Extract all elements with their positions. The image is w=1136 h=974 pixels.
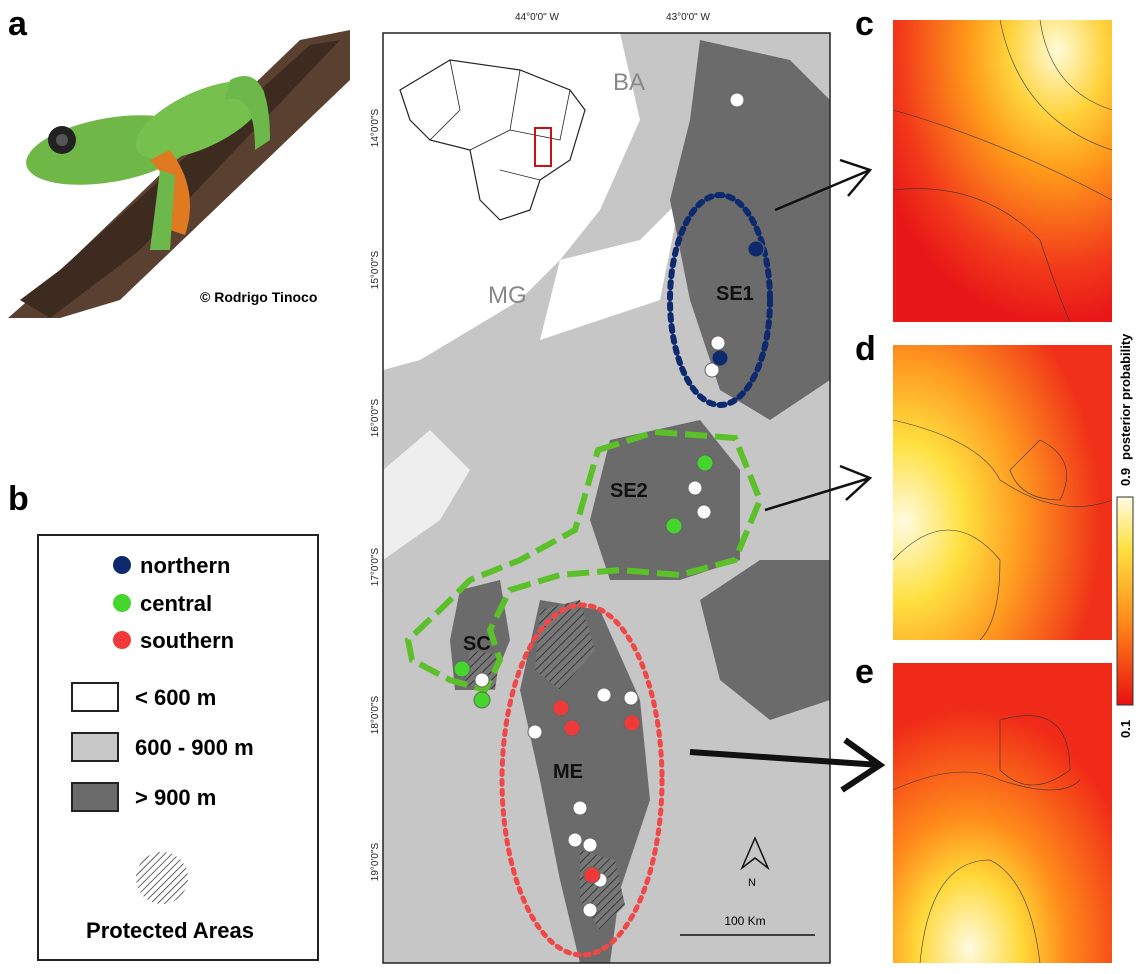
lat-label: 17°0'0"S: [370, 547, 381, 586]
colorbar: [1117, 497, 1133, 705]
legend-label: southern: [140, 628, 234, 653]
legend-swatch: [113, 556, 131, 574]
legend-label: 600 - 900 m: [135, 735, 254, 760]
region-label: SC: [463, 633, 491, 655]
probability-map: [893, 20, 1112, 322]
panel-label: a: [8, 5, 28, 43]
legend-swatch: [72, 683, 118, 711]
state-label: BA: [613, 69, 645, 96]
panel-label: c: [855, 5, 874, 43]
north-label: N: [748, 877, 756, 889]
colorbar-min: 0.1: [1118, 720, 1133, 738]
legend-swatch: [72, 733, 118, 761]
panel-label: e: [855, 653, 874, 691]
region-label: ME: [553, 761, 583, 783]
colorbar-title: posterior probability: [1118, 333, 1133, 460]
panel-label: d: [855, 330, 876, 368]
state-label: MG: [488, 282, 527, 309]
legend-label: central: [140, 591, 212, 616]
legend-label: < 600 m: [135, 685, 216, 710]
legend-swatch: [113, 631, 131, 649]
figure: a © Rodrigo Tinoco b northern central so…: [0, 0, 1136, 969]
legend-label: Protected Areas: [86, 918, 254, 943]
photo-credit: © Rodrigo Tinoco: [200, 289, 317, 305]
legend-label: > 900 m: [135, 785, 216, 810]
region-label: SE1: [716, 283, 754, 305]
probability-map: [893, 663, 1112, 963]
lat-label: 14°0'0"S: [370, 108, 381, 147]
panel-label: b: [8, 480, 29, 518]
legend-swatch: [72, 783, 118, 811]
legend-swatch: [113, 594, 131, 612]
legend-label: northern: [140, 553, 230, 578]
colorbar-max: 0.9: [1118, 468, 1133, 486]
lat-label: 15°0'0"S: [370, 250, 381, 289]
lat-label: 16°0'0"S: [370, 398, 381, 437]
probability-map: [893, 345, 1112, 640]
lon-label: 43°0'0" W: [666, 12, 710, 23]
frog-photo: [8, 30, 350, 318]
lat-label: 19°0'0"S: [370, 842, 381, 881]
lon-label: 44°0'0" W: [515, 12, 559, 23]
scale-label: 100 Km: [724, 914, 765, 928]
lat-label: 18°0'0"S: [370, 695, 381, 734]
legend-swatch: [136, 852, 188, 904]
map: [383, 33, 830, 963]
region-label: SE2: [610, 480, 648, 502]
